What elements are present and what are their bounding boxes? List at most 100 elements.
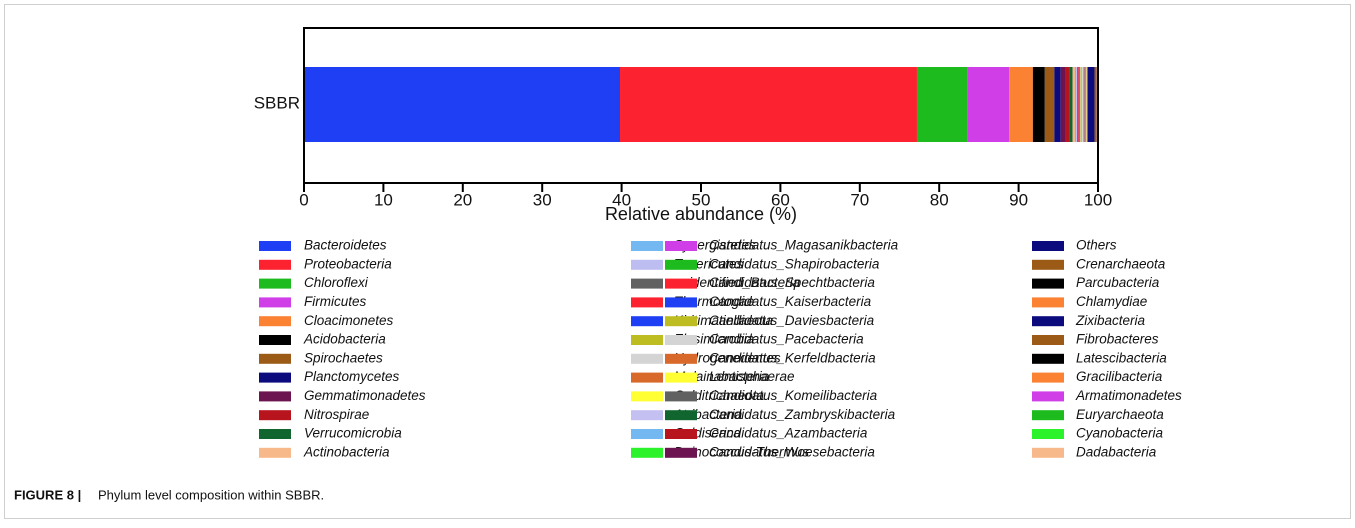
x-tick-label: 20: [453, 190, 472, 209]
legend-label: Spirochaetes: [304, 350, 383, 365]
legend-swatch: [259, 297, 291, 307]
legend-swatch: [631, 429, 663, 439]
bar-segment: [304, 67, 620, 142]
legend-label: Euryarchaeota: [1076, 407, 1164, 422]
legend-swatch: [1032, 373, 1064, 383]
bar-segment: [968, 67, 1009, 142]
caption: Phylum level composition within SBBR.: [98, 487, 324, 502]
legend-label: Verrucomicrobia: [304, 426, 402, 441]
legend-swatch: [631, 354, 663, 364]
legend-swatch: [665, 279, 697, 289]
bar-segment: [1088, 67, 1095, 142]
legend-label: Armatimonadetes: [1075, 388, 1182, 403]
x-tick-label: 40: [612, 190, 631, 209]
legend-swatch: [259, 335, 291, 345]
legend-swatch: [665, 448, 697, 458]
legend-swatch: [665, 373, 697, 383]
legend-swatch: [631, 241, 663, 251]
caption-label: FIGURE 8 |: [14, 487, 81, 502]
legend-swatch: [665, 335, 697, 345]
legend-swatch: [665, 241, 697, 251]
x-tick-label: 100: [1084, 190, 1112, 209]
legend-swatch: [631, 260, 663, 270]
legend-label: Candidatus_Kerfeldbacteria: [709, 350, 876, 365]
legend-swatch: [259, 410, 291, 420]
x-tick-label: 60: [771, 190, 790, 209]
legend-label: Candidatus_Zambryskibacteria: [709, 407, 896, 422]
legend-swatch: [665, 410, 697, 420]
legend-swatch: [259, 354, 291, 364]
legend-label: Dadabacteria: [1076, 444, 1157, 459]
legend-swatch: [259, 316, 291, 326]
legend-swatch: [631, 316, 663, 326]
legend-swatch: [259, 260, 291, 270]
legend-label: Cyanobacteria: [1076, 426, 1164, 441]
bar-segment: [1082, 67, 1083, 142]
legend-label: Zixibacteria: [1075, 313, 1146, 328]
legend-swatch: [1032, 241, 1064, 251]
legend-label: Candidatus_Azambacteria: [709, 426, 868, 441]
legend-swatch: [1032, 410, 1064, 420]
legend-label: Chlamydiae: [1076, 294, 1147, 309]
legend-label: Nitrospirae: [304, 407, 369, 422]
legend-swatch: [259, 391, 291, 401]
bar-segment: [1077, 67, 1078, 142]
legend-label: Candidatus_Komeilibacteria: [709, 388, 878, 403]
legend-label: Chloroflexi: [304, 275, 369, 290]
bar-segment: [1045, 67, 1055, 142]
legend-label: Cloacimonetes: [304, 313, 394, 328]
legend-label: Others: [1076, 238, 1117, 253]
legend-label: Proteobacteria: [304, 256, 392, 271]
legend-swatch: [665, 354, 697, 364]
legend-label: Gracilibacteria: [1076, 369, 1163, 384]
x-tick-label: 90: [1009, 190, 1028, 209]
legend-label: Lentisphaerae: [709, 369, 795, 384]
bar-segment: [620, 67, 917, 142]
legend-swatch: [1032, 335, 1064, 345]
bar-segment: [1080, 67, 1081, 142]
category-label: SBBR: [254, 93, 300, 112]
legend-swatch: [665, 297, 697, 307]
legend-label: Candidatus_Daviesbacteria: [709, 313, 875, 328]
legend-label: Latescibacteria: [1076, 350, 1167, 365]
legend-swatch: [631, 391, 663, 401]
legend-swatch: [1032, 316, 1064, 326]
legend-label: Candidatus_Kaiserbacteria: [709, 294, 872, 309]
bar-segment: [1083, 67, 1084, 142]
legend-label: Candidatus_Magasanikbacteria: [709, 238, 899, 253]
legend-swatch: [1032, 429, 1064, 439]
legend-label: Candidatus_Shapirobacteria: [709, 256, 880, 271]
legend-swatch: [1032, 354, 1064, 364]
legend-label: Gemmatimonadetes: [304, 388, 426, 403]
legend-swatch: [665, 316, 697, 326]
legend-label: Parcubacteria: [1076, 275, 1160, 290]
bar-segment: [1075, 67, 1076, 142]
x-tick-label: 80: [930, 190, 949, 209]
legend-label: Actinobacteria: [303, 444, 390, 459]
x-tick-label: 70: [850, 190, 869, 209]
legend-swatch: [259, 448, 291, 458]
legend-label: Planctomycetes: [304, 369, 400, 384]
x-tick-label: 50: [692, 190, 711, 209]
bar-segment: [1076, 67, 1077, 142]
bar-segment: [917, 67, 968, 142]
bar-segment: [1065, 67, 1069, 142]
bar-segment: [1009, 67, 1033, 142]
legend-label: Candidatus_Woesebacteria: [709, 444, 875, 459]
legend-swatch: [631, 410, 663, 420]
legend-swatch: [259, 429, 291, 439]
legend-swatch: [1032, 297, 1064, 307]
legend-swatch: [665, 260, 697, 270]
bar-segment: [1079, 67, 1080, 142]
bar-segment: [1033, 67, 1045, 142]
legend-label: Candidatus_Pacebacteria: [709, 332, 864, 347]
legend-label: Acidobacteria: [303, 332, 386, 347]
bar-segment: [1082, 67, 1083, 142]
x-tick-label: 30: [533, 190, 552, 209]
legend-swatch: [1032, 279, 1064, 289]
legend-swatch: [631, 335, 663, 345]
legend-swatch: [665, 391, 697, 401]
legend-swatch: [1032, 260, 1064, 270]
legend-swatch: [631, 297, 663, 307]
